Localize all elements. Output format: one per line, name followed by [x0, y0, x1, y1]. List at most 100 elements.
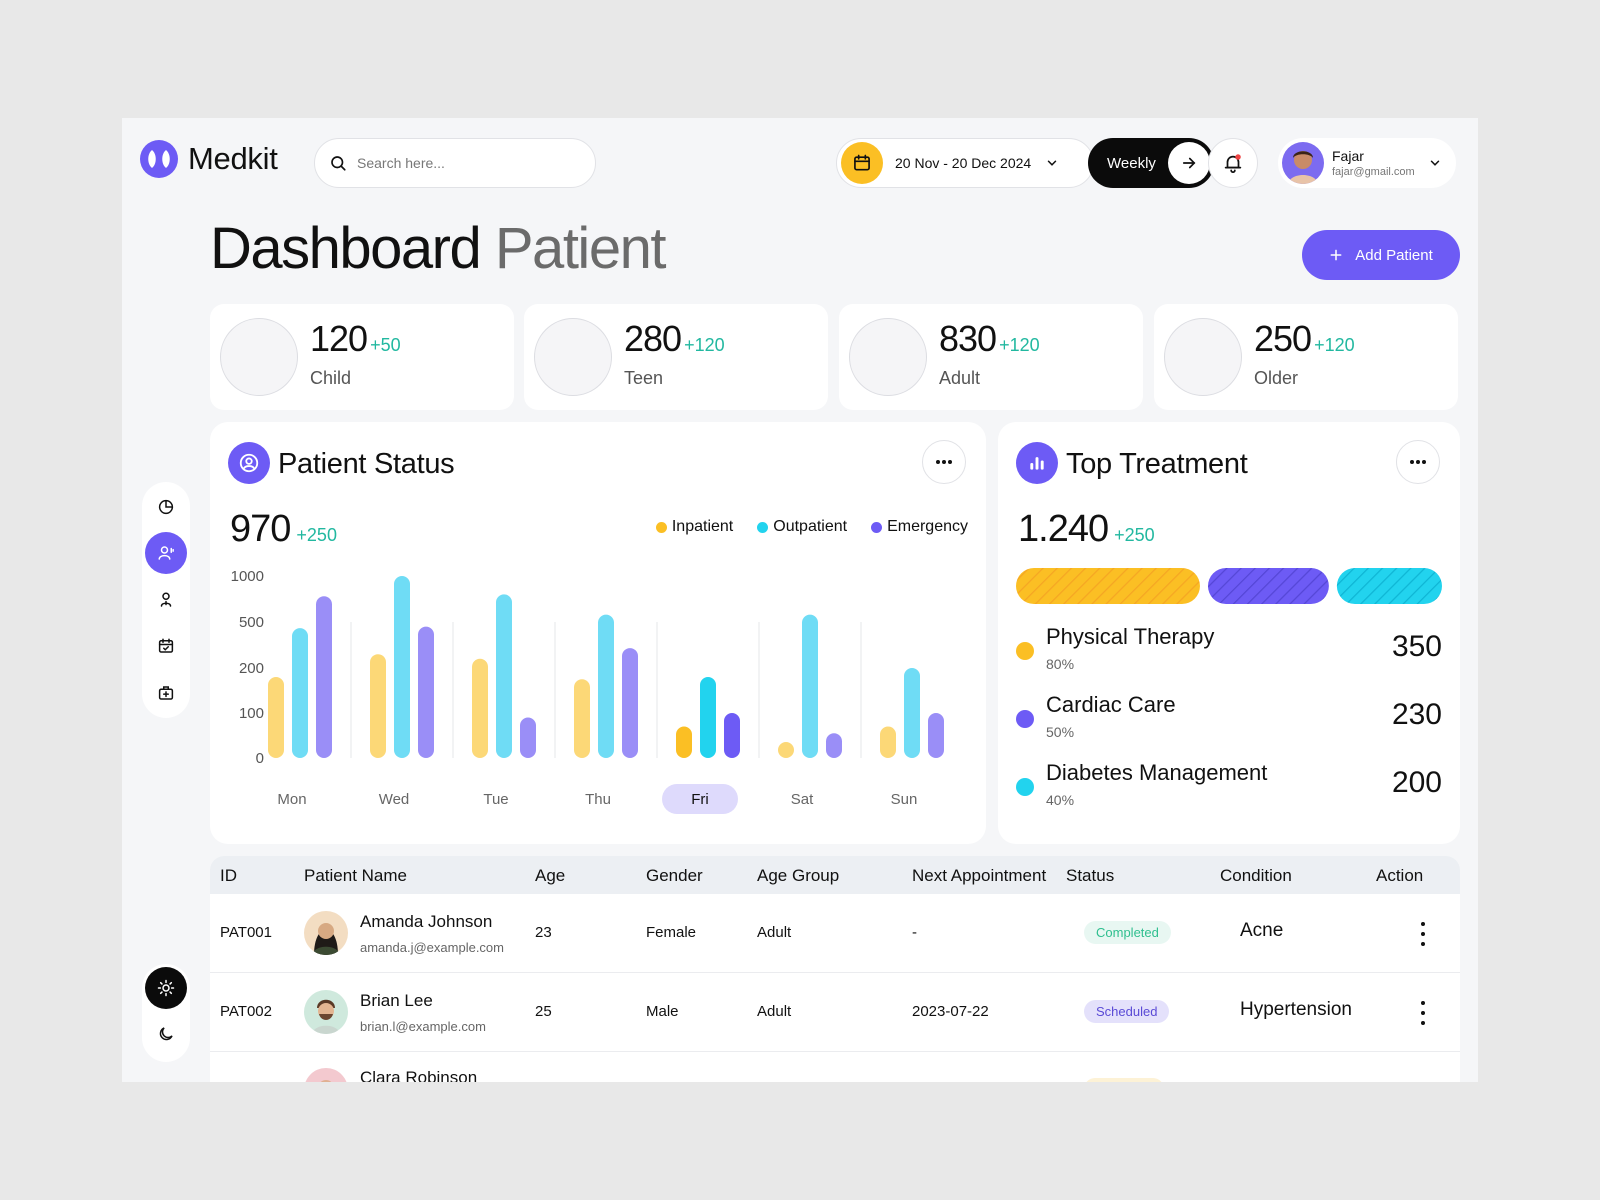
- bar-emergency-sat[interactable]: [826, 733, 842, 758]
- search-input[interactable]: [357, 155, 567, 171]
- patient-avatar: [304, 1068, 348, 1082]
- legend-item-emergency[interactable]: Emergency: [871, 518, 968, 536]
- y-tick-label: 100: [239, 705, 264, 722]
- bar-emergency-wed[interactable]: [418, 626, 434, 758]
- patient-age: 25: [535, 1003, 552, 1020]
- bar-outpatient-wed[interactable]: [394, 576, 410, 758]
- column-header-condition[interactable]: Condition: [1220, 866, 1292, 885]
- column-header-age[interactable]: Age: [535, 866, 566, 885]
- x-tick-label-mon[interactable]: Mon: [277, 791, 306, 808]
- column-header-gender[interactable]: Gender: [646, 866, 703, 885]
- y-tick-label: 200: [239, 660, 264, 677]
- brand-name: Medkit: [188, 141, 278, 176]
- bar-outpatient-tue[interactable]: [496, 594, 512, 758]
- bar-outpatient-sat[interactable]: [802, 614, 818, 758]
- patient-age: 23: [535, 924, 552, 941]
- chevron-down-icon: [1047, 160, 1057, 166]
- sidebar-item-patients[interactable]: [145, 532, 187, 575]
- date-range-picker[interactable]: 20 Nov - 20 Dec 2024: [836, 138, 1094, 188]
- user-menu[interactable]: Fajar fajar@gmail.com: [1278, 138, 1456, 188]
- medkit-logo-icon: [140, 140, 178, 178]
- brand-logo[interactable]: Medkit: [140, 140, 278, 178]
- more-vertical-icon[interactable]: [1418, 922, 1428, 946]
- column-header-age-group[interactable]: Age Group: [757, 866, 840, 885]
- share-pill-cardiac-care[interactable]: [1207, 568, 1329, 604]
- stat-card-older[interactable]: 250 +120 Older: [1154, 304, 1458, 410]
- bar-emergency-fri[interactable]: [724, 713, 740, 758]
- stat-card-teen[interactable]: 280 +120 Teen: [524, 304, 828, 410]
- more-vertical-icon[interactable]: [1418, 1001, 1428, 1025]
- patient-name[interactable]: Brian Lee: [360, 991, 433, 1010]
- bar-outpatient-thu[interactable]: [598, 614, 614, 758]
- treatment-item-diabetes-management[interactable]: Diabetes Management 40% 200: [1016, 758, 1442, 818]
- x-tick-label-fri[interactable]: Fri: [691, 791, 709, 808]
- legend-item-inpatient[interactable]: Inpatient: [655, 518, 733, 536]
- x-tick-label-thu[interactable]: Thu: [585, 791, 611, 808]
- column-header-status[interactable]: Status: [1066, 866, 1115, 885]
- share-pill-diabetes-management[interactable]: [1336, 568, 1442, 604]
- bar-inpatient-sat[interactable]: [778, 742, 794, 758]
- bar-emergency-mon[interactable]: [316, 596, 332, 758]
- sidebar-item-appointments[interactable]: [145, 625, 187, 667]
- sidebar-item-doctors[interactable]: [145, 579, 187, 621]
- patient-id: PAT001: [220, 924, 272, 941]
- column-header-patient-name[interactable]: Patient Name: [304, 866, 407, 885]
- column-header-action: Action: [1376, 866, 1424, 885]
- calendar-check-icon: [158, 638, 174, 653]
- treatment-value: 230: [1391, 698, 1442, 731]
- doctor-icon: [160, 592, 172, 607]
- bar-outpatient-mon[interactable]: [292, 628, 308, 758]
- y-tick-label: 0: [256, 750, 264, 767]
- bar-emergency-tue[interactable]: [520, 717, 536, 759]
- bar-inpatient-sun[interactable]: [880, 726, 896, 759]
- patient-id: PAT002: [220, 1003, 272, 1020]
- stat-delta: +120: [684, 335, 725, 355]
- light-mode-button[interactable]: [145, 967, 187, 1009]
- table-row[interactable]: PAT001 Amanda Johnson amanda.j@example.c…: [210, 894, 1460, 973]
- bar-emergency-sun[interactable]: [928, 713, 944, 758]
- treatment-item-physical-therapy[interactable]: Physical Therapy 80% 350: [1016, 622, 1442, 682]
- stat-card-child[interactable]: 120 +50 Child: [210, 304, 514, 410]
- sun-icon: [157, 979, 175, 997]
- patient-avatar: [304, 911, 348, 955]
- search-bar[interactable]: [314, 138, 596, 188]
- column-header-next-appointment[interactable]: Next Appointment: [912, 866, 1047, 885]
- notification-button[interactable]: [1208, 138, 1258, 188]
- bar-inpatient-wed[interactable]: [370, 654, 386, 758]
- column-header-id[interactable]: ID: [220, 866, 237, 885]
- legend-item-outpatient[interactable]: Outpatient: [757, 518, 847, 536]
- x-tick-label-sat[interactable]: Sat: [791, 791, 814, 808]
- bar-inpatient-tue[interactable]: [472, 658, 488, 758]
- table-row[interactable]: PAT002 Brian Lee brian.l@example.com 25 …: [210, 973, 1460, 1052]
- add-patient-button[interactable]: Add Patient: [1302, 230, 1460, 280]
- x-tick-label-wed[interactable]: Wed: [379, 791, 410, 808]
- status-badge: Scheduled: [1084, 1000, 1170, 1023]
- bar-emergency-thu[interactable]: [622, 648, 638, 758]
- patients-table: ID Patient Name Age Gender Age Group Nex…: [210, 856, 1460, 1082]
- period-selector[interactable]: Weekly: [1088, 138, 1214, 188]
- x-tick-label-tue[interactable]: Tue: [483, 791, 508, 808]
- status-badge: Completed: [1084, 921, 1171, 944]
- bar-inpatient-thu[interactable]: [574, 679, 590, 758]
- bar-chart-icon: [1016, 442, 1058, 484]
- bar-inpatient-fri[interactable]: [676, 726, 692, 759]
- more-options-button[interactable]: [922, 440, 966, 484]
- arrow-right-icon[interactable]: [1168, 142, 1210, 184]
- bar-outpatient-sun[interactable]: [904, 668, 920, 758]
- table-row[interactable]: Clara Robinson: [210, 1052, 1460, 1082]
- stat-card-adult[interactable]: 830 +120 Adult: [839, 304, 1143, 410]
- theme-toggle: [142, 964, 190, 1062]
- sidebar-item-medical[interactable]: [145, 672, 187, 714]
- dark-mode-button[interactable]: [145, 1013, 187, 1055]
- more-options-button[interactable]: [1396, 440, 1440, 484]
- sidebar-item-overview[interactable]: [145, 486, 187, 528]
- x-tick-label-sun[interactable]: Sun: [891, 791, 918, 808]
- share-pill-physical-therapy[interactable]: [1016, 568, 1200, 604]
- patient-name[interactable]: Amanda Johnson: [360, 912, 493, 931]
- patient-name[interactable]: Clara Robinson: [360, 1068, 478, 1082]
- treatment-item-cardiac-care[interactable]: Cardiac Care 50% 230: [1016, 690, 1442, 750]
- panel-title: Top Treatment: [1066, 448, 1248, 480]
- next-appointment: -: [912, 924, 917, 941]
- bar-outpatient-fri[interactable]: [700, 677, 716, 758]
- bar-inpatient-mon[interactable]: [268, 677, 284, 758]
